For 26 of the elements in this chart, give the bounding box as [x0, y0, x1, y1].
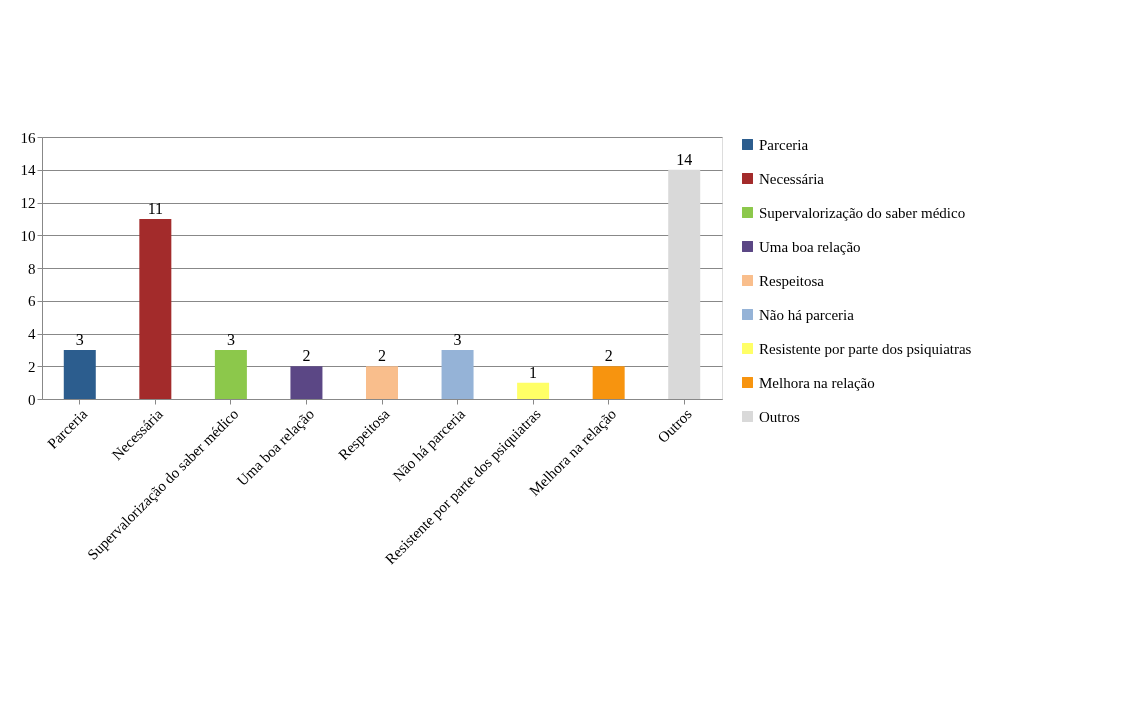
- y-tick-label: 8: [28, 260, 36, 277]
- legend-label: Melhora na relação: [759, 374, 875, 391]
- data-label: 2: [378, 347, 386, 365]
- data-label: 14: [676, 150, 693, 168]
- y-tick-label: 6: [28, 293, 36, 310]
- data-label: 3: [75, 330, 84, 348]
- data-label: 1: [529, 363, 538, 381]
- legend-label: Respeitosa: [759, 272, 825, 289]
- y-tick-label: 0: [28, 391, 36, 408]
- data-label: 2: [302, 347, 311, 365]
- y-tick-label: 12: [20, 195, 36, 211]
- legend-label: Resistente por parte dos psiquiatras: [759, 340, 972, 357]
- data-label: 11: [147, 199, 164, 217]
- y-tick-label: 10: [20, 227, 36, 244]
- y-tick-label: 14: [20, 162, 36, 179]
- legend-label: Parceria: [759, 136, 809, 153]
- legend-label: Necessária: [759, 170, 825, 187]
- y-tick-label: 4: [28, 326, 36, 342]
- y-tick-label: 2: [28, 358, 36, 375]
- legend-label: Supervalorização do saber médico: [759, 204, 966, 221]
- data-label: 2: [604, 347, 613, 365]
- legend-label: Uma boa relação: [759, 238, 861, 255]
- y-tick-label: 16: [20, 129, 36, 146]
- data-label: 3: [453, 330, 462, 348]
- data-label: 3: [226, 330, 235, 348]
- legend-label: Não há parceria: [759, 306, 855, 323]
